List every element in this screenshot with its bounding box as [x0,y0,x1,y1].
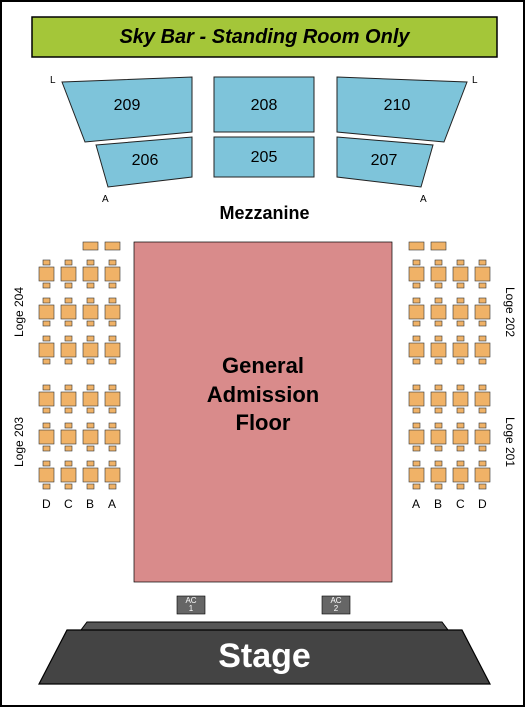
ac2-label: AC2 [322,596,350,614]
loge-202-label: Loge 202 [485,287,525,337]
col-B-right: B [434,497,442,511]
loge-right-201[interactable] [409,385,490,489]
floor-label: General Admission Floor [134,352,392,438]
floor-l1: General [222,352,304,381]
loge-204-label: Loge 204 [0,287,44,337]
col-D-right: D [478,497,487,511]
stage-label: Stage [2,634,525,679]
loge-left-203[interactable] [39,385,120,489]
label-209: 209 [97,97,157,115]
label-207: 207 [359,152,409,170]
label-208: 208 [234,97,294,115]
loge-left-204[interactable] [39,242,120,364]
label-205: 205 [239,149,289,167]
col-C-right: C [456,497,465,511]
row-L-right: L [472,75,478,86]
col-D-left: D [42,497,51,511]
col-B-left: B [86,497,94,511]
loge-201-label: Loge 201 [485,417,525,467]
floor-l3: Floor [236,409,291,438]
row-L-left: L [50,75,56,86]
mezzanine-label: Mezzanine [2,202,525,224]
ac1-label: AC1 [177,596,205,614]
skybar-label: Sky Bar - Standing Room Only [32,17,497,57]
label-206: 206 [120,152,170,170]
col-A-right: A [412,497,420,511]
col-A-left: A [108,497,116,511]
col-C-left: C [64,497,73,511]
label-210: 210 [367,97,427,115]
loge-right-202[interactable] [409,242,490,364]
loge-203-label: Loge 203 [0,417,44,467]
floor-l2: Admission [207,381,319,410]
